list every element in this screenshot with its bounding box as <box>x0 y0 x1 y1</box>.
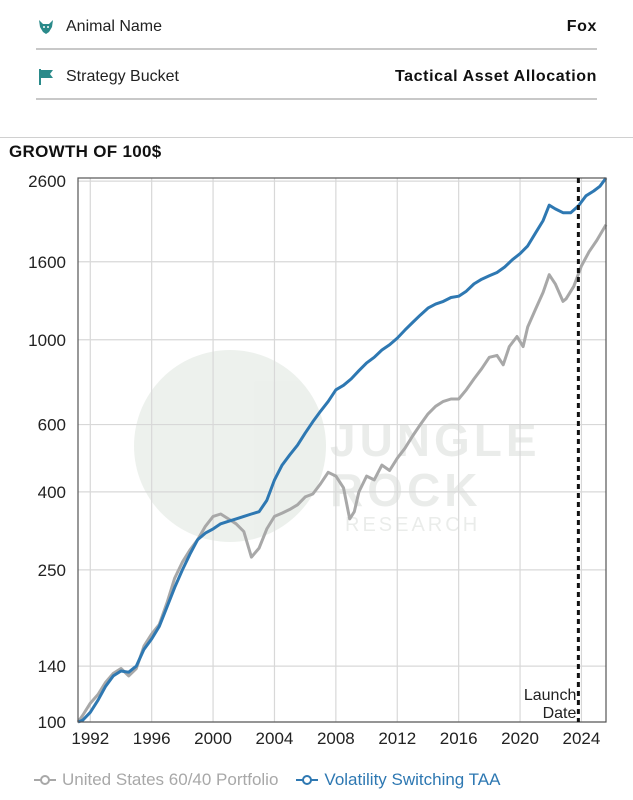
strategy-bucket-row: Strategy Bucket Tactical Asset Allocatio… <box>36 56 597 100</box>
legend-item-6040: United States 60/40 Portfolio <box>34 770 278 790</box>
x-tick-label: 2016 <box>440 729 478 748</box>
legend-label-taa: Volatility Switching TAA <box>324 770 501 789</box>
x-tick-label: 2024 <box>563 729 601 748</box>
y-tick-label: 600 <box>38 416 66 435</box>
y-tick-label: 2600 <box>28 172 66 191</box>
launch-label-line1: Launch <box>524 687 577 704</box>
section-divider <box>0 137 633 138</box>
x-tick-label: 2012 <box>378 729 416 748</box>
flag-icon <box>36 67 56 87</box>
legend-marker-gray <box>34 774 56 786</box>
series-line-6040 <box>76 223 608 723</box>
y-tick-label: 140 <box>38 657 66 676</box>
growth-chart: JUNGLE ROCK RESEARCH 1992 1996 2000 2004 200… <box>28 172 608 748</box>
strategy-bucket-label: Strategy Bucket <box>66 68 179 85</box>
animal-name-value: Fox <box>566 18 597 35</box>
launch-label-line2: Date <box>543 705 577 722</box>
legend-marker-blue <box>296 774 319 786</box>
x-tick-label: 1996 <box>133 729 171 748</box>
y-tick-label: 1000 <box>28 331 66 350</box>
series-layer <box>76 177 608 724</box>
legend-label-6040: United States 60/40 Portfolio <box>62 770 279 789</box>
x-tick-label: 2008 <box>317 729 355 748</box>
x-tick-label: 2004 <box>256 729 294 748</box>
x-tick-label: 2020 <box>501 729 539 748</box>
legend-item-taa: Volatility Switching TAA <box>296 770 500 790</box>
watermark-line1: JUNGLE <box>330 414 541 466</box>
watermark-logo <box>134 350 326 542</box>
plot-frame <box>77 177 607 723</box>
watermark-line3: RESEARCH <box>345 514 480 536</box>
y-tick-label: 400 <box>38 483 66 502</box>
x-tick-label: 1992 <box>71 729 109 748</box>
strategy-bucket-value: Tactical Asset Allocation <box>394 68 597 85</box>
animal-name-row: Animal Name Fox <box>36 6 597 50</box>
legend: United States 60/40 Portfolio Volatility… <box>34 770 500 790</box>
series-line-taa <box>77 177 608 724</box>
axes: 1992 1996 2000 2004 2008 2012 2016 2020 2024 100 1… <box>28 172 607 748</box>
y-tick-label: 100 <box>38 713 66 732</box>
y-tick-label: 1600 <box>28 253 66 272</box>
watermark: JUNGLE ROCK RESEARCH <box>134 350 541 542</box>
animal-name-label: Animal Name <box>66 18 163 35</box>
fox-icon <box>36 17 56 37</box>
y-tick-label: 250 <box>38 561 66 580</box>
x-tick-label: 2000 <box>194 729 232 748</box>
chart-title: GROWTH OF 100$ <box>9 142 162 161</box>
